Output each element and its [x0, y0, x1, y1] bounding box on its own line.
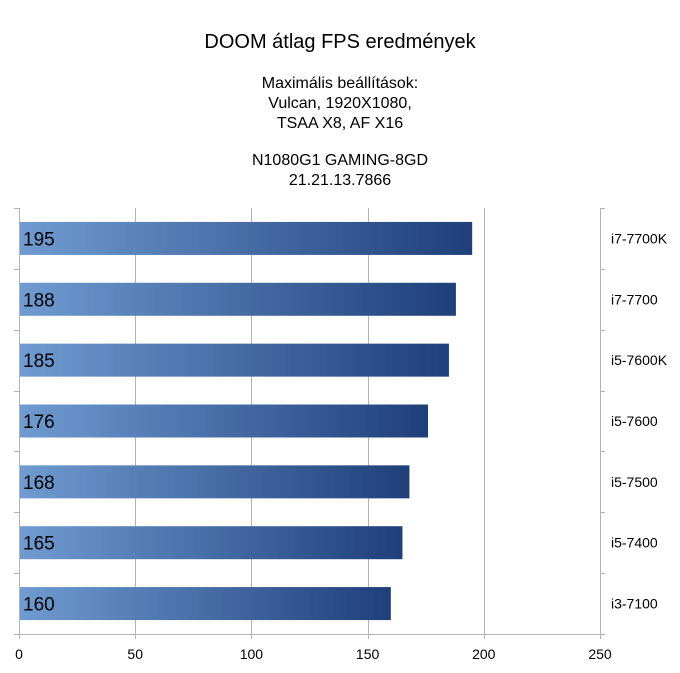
- bar-i5-7600K: [20, 343, 449, 377]
- value-label-i5-7500: 168: [23, 473, 55, 494]
- subtitle-line-1: Maximális beállítások:: [261, 75, 419, 92]
- value-label-i3-7100: 160: [23, 595, 55, 616]
- category-label-i5-7600K: i5-7600K: [611, 352, 668, 368]
- value-label-i7-7700: 188: [23, 290, 55, 311]
- x-tick-label-150: 150: [356, 646, 380, 662]
- category-label-i7-7700: i7-7700: [611, 291, 658, 307]
- value-labels: 195 188 185 176 168 165 160: [23, 229, 55, 615]
- x-tick-label-0: 0: [15, 646, 23, 662]
- category-label-i3-7100: i3-7100: [611, 596, 658, 612]
- x-tick-labels: 0 50 100 150 200 250: [15, 646, 612, 662]
- bar-i5-7600: [20, 404, 429, 438]
- bar-i3-7100: [20, 587, 391, 621]
- subtitle-line-6: 21.21.13.7866: [288, 172, 392, 189]
- bar-i7-7700K: [20, 221, 473, 255]
- chart-title: DOOM átlag FPS eredmények: [204, 31, 476, 53]
- subtitle-line-2: Vulcan, 1920X1080,: [268, 95, 412, 112]
- bars: [20, 221, 473, 621]
- value-label-i5-7600K: 185: [23, 351, 55, 372]
- subtitle-line-5: N1080G1 GAMING-8GD: [251, 152, 429, 169]
- x-tick-label-250: 250: [588, 646, 612, 662]
- x-tick-label-100: 100: [240, 646, 264, 662]
- axes: [14, 208, 605, 635]
- category-label-i5-7600: i5-7600: [611, 413, 658, 429]
- category-label-i5-7500: i5-7500: [611, 474, 658, 490]
- bar-i5-7400: [20, 526, 403, 560]
- value-label-i5-7400: 165: [23, 534, 55, 555]
- bar-i7-7700: [20, 282, 456, 316]
- value-label-i7-7700K: 195: [23, 229, 55, 250]
- category-label-i7-7700K: i7-7700K: [611, 230, 668, 246]
- category-label-i5-7400: i5-7400: [611, 535, 658, 551]
- subtitle-line-3: TSAA X8, AF X16: [276, 115, 404, 132]
- bar-i5-7500: [20, 465, 410, 499]
- x-tick-label-200: 200: [472, 646, 496, 662]
- value-label-i5-7600: 176: [23, 412, 55, 433]
- category-labels: i7-7700K i7-7700 i5-7600K i5-7600 i5-7500 i5-…: [611, 230, 668, 611]
- x-tick-label-50: 50: [127, 646, 143, 662]
